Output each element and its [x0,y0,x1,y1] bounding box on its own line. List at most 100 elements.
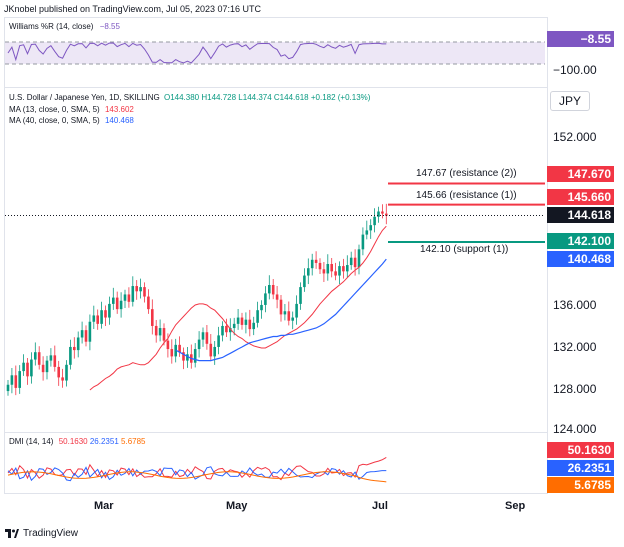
williams-level-label: −100.00 [553,63,597,77]
candle-body [170,349,174,357]
ma40-value: 140.468 [104,116,134,125]
candle-body [322,269,326,274]
candle-body [264,293,267,305]
candle-body [236,317,240,324]
candle-body [287,311,291,321]
resistance-2-badge: 147.670 [547,166,614,182]
ohlc-close: C144.618 [273,93,309,102]
dmi-minus-line [7,466,387,482]
williams-legend: Williams %R (14, close) −8.55 [9,22,120,31]
symbol-title: U.S. Dollar / Japanese Yen, 1D, SKILLING [9,93,160,102]
candle-body [139,287,142,292]
candle-body [377,211,380,217]
candle-body [256,310,259,323]
candle-body [22,362,25,372]
candle-body [201,332,205,340]
price-pane[interactable] [4,87,548,434]
candle-body [45,360,49,373]
candle-body [349,257,353,266]
candle-body [314,259,318,263]
candle-body [143,287,146,297]
candles-group [6,203,388,396]
candle-body [373,216,376,226]
candle-body [115,297,119,310]
ma40-badge: 140.468 [547,251,614,267]
candle-body [80,330,84,338]
candle-body [112,297,115,304]
candle-body [346,265,349,272]
candle-body [73,346,76,351]
candle-body [49,355,53,361]
dmi-adx-line [7,471,387,483]
candle-body [291,317,294,321]
candle-body [182,352,185,361]
candle-body [279,299,283,315]
candle-body [162,328,166,341]
candle-body [307,268,310,276]
footer-brand-label: TradingView [23,528,79,539]
williams-value-badge: −8.55 [547,31,614,47]
candle-body [252,322,255,330]
resistance-2-label: 147.67 (resistance (2)) [416,168,517,179]
candle-body [221,325,224,336]
candle-body [65,364,68,381]
candle-body [205,332,209,344]
williams-line [7,42,387,64]
candle-body [330,264,333,272]
currency-badge[interactable]: JPY [550,91,590,111]
last-price-badge: 144.618 [547,207,614,223]
candle-body [26,362,29,377]
candle-body [108,303,111,318]
dmi-adx-inline: 5.6785 [121,437,146,446]
candle-body [131,286,135,302]
candle-body [135,286,138,292]
candle-body [299,287,302,304]
footer-brand[interactable]: TradingView [5,528,78,539]
williams-band [5,42,545,64]
candle-body [334,271,337,276]
candle-body [209,343,213,357]
candle-body [361,234,365,250]
candle-body [186,354,189,361]
candle-body [260,304,263,311]
candle-body [295,303,298,318]
symbol-legend: U.S. Dollar / Japanese Yen, 1D, SKILLING… [9,93,370,102]
price-tick: 132.000 [553,340,597,354]
candle-body [127,294,131,302]
ohlc-change: +0.182 (+0.13%) [310,93,371,102]
time-tick-may: May [226,500,248,512]
candle-body [193,349,197,363]
dmi-title: DMI (14, 14) [9,437,54,446]
candle-body [225,325,228,333]
ma40-title: MA (40, close, 0, SMA, 5) [9,116,100,125]
dmi-pane[interactable] [4,432,548,494]
candle-body [14,375,18,388]
candle-body [178,344,181,353]
candle-body [197,339,201,350]
ma13-title: MA (13, close, 0, SMA, 5) [9,105,100,114]
ma13-legend: MA (13, close, 0, SMA, 5) 143.602 [9,105,134,114]
candle-body [57,366,60,378]
candle-body [37,352,41,365]
ma40-legend: MA (40, close, 0, SMA, 5) 140.468 [9,116,134,125]
candle-body [104,310,107,318]
publisher-caption: JKnobel published on TradingView.com, Ju… [4,4,261,14]
candle-body [84,330,88,342]
candle-body [271,285,275,295]
candle-body [353,257,357,268]
candle-body [151,309,154,326]
candle-body [244,319,248,325]
candle-body [283,311,287,315]
candle-body [34,352,37,360]
candle-body [88,321,92,342]
candle-body [41,364,45,373]
candle-body [213,346,216,357]
candle-body [310,259,314,269]
price-tick: 124.000 [553,422,597,436]
candle-body [158,328,162,336]
candle-body [119,300,123,310]
candle-body [147,296,150,310]
